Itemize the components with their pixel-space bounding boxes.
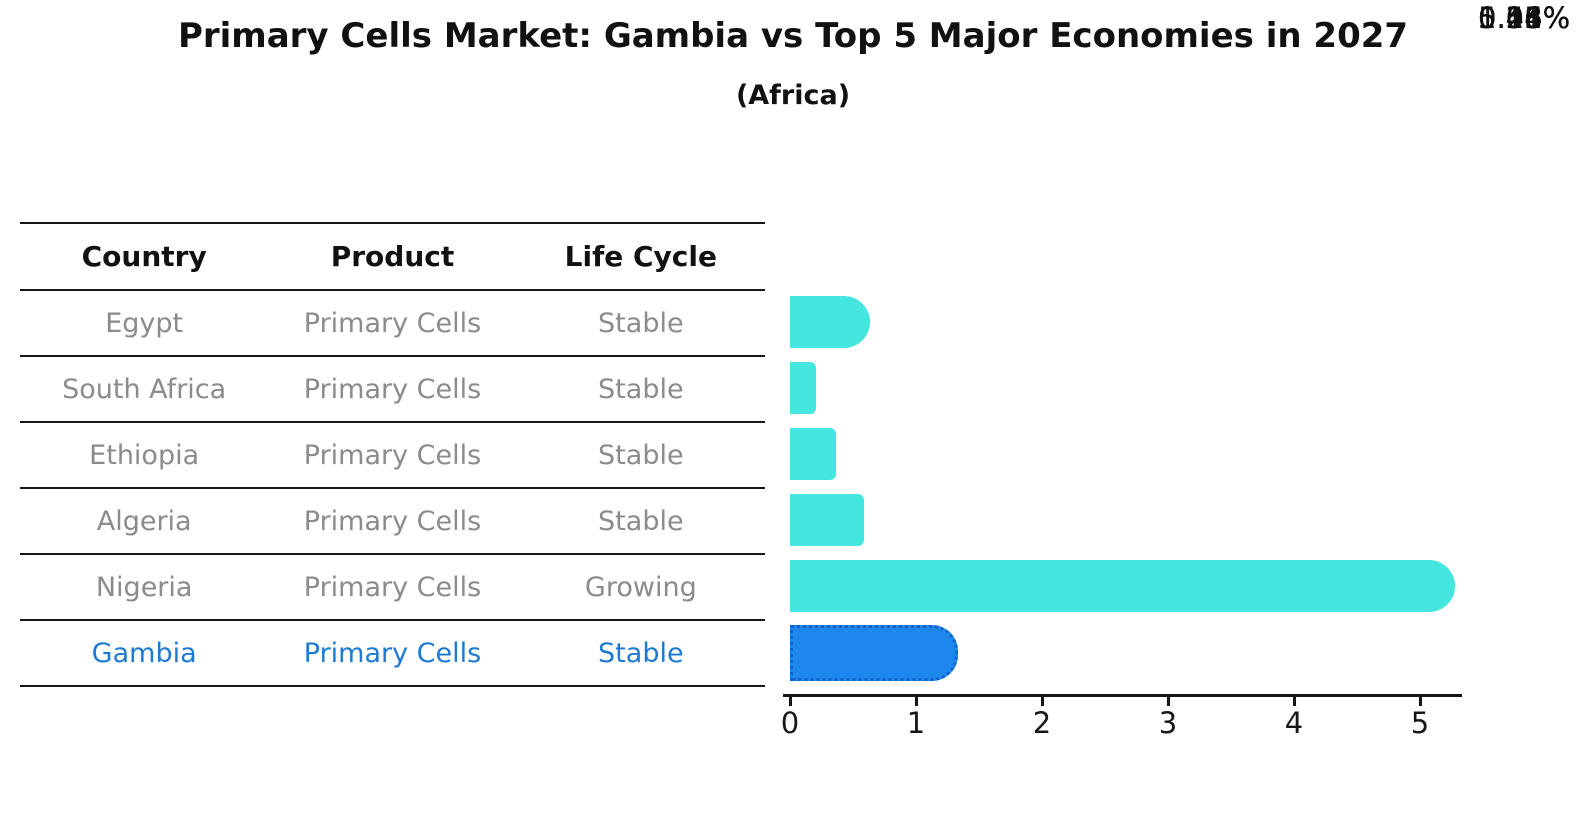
country-cell: Ethiopia (89, 439, 200, 471)
country-cell: Egypt (105, 307, 184, 339)
life-cycle-cell: Stable (598, 307, 684, 339)
table-row-highlighted: Gambia Primary Cells Stable (20, 619, 765, 687)
x-axis-tick-label: 4 (1284, 706, 1304, 740)
country-cell: Gambia (91, 637, 197, 669)
x-axis-tick-label: 1 (906, 706, 926, 740)
x-axis-tick (1167, 697, 1170, 706)
column-header-country: Country (81, 240, 207, 273)
bar-nigeria (790, 560, 1455, 612)
life-cycle-cell: Stable (598, 439, 684, 471)
x-axis-tick-label: 5 (1410, 706, 1430, 740)
bar-south-africa (790, 362, 817, 414)
life-cycle-cell: Stable (598, 373, 684, 405)
bar-gambia-highlighted (790, 625, 959, 681)
x-axis-tick (789, 697, 792, 706)
table-row: Algeria Primary Cells Stable (20, 487, 765, 553)
country-cell: Algeria (96, 505, 192, 537)
x-axis-tick-label: 3 (1158, 706, 1178, 740)
x-axis-tick (915, 697, 918, 706)
product-cell: Primary Cells (303, 571, 482, 603)
chart-title: Primary Cells Market: Gambia vs Top 5 Ma… (177, 16, 1409, 56)
x-axis-line (783, 694, 1462, 697)
x-axis-tick-label: 2 (1032, 706, 1052, 740)
product-cell: Primary Cells (303, 439, 482, 471)
product-cell: Primary Cells (303, 505, 482, 537)
product-cell: Primary Cells (303, 373, 482, 405)
table-header-row: Country Product Life Cycle (20, 222, 765, 289)
life-cycle-cell: Stable (598, 637, 684, 669)
bar-ethiopia (790, 428, 837, 480)
x-axis-tick (1293, 697, 1296, 706)
chart-subtitle: (Africa) (735, 80, 851, 111)
table-row: South Africa Primary Cells Stable (20, 355, 765, 421)
product-cell: Primary Cells (303, 307, 482, 339)
x-axis-tick (1041, 697, 1044, 706)
table-row: Ethiopia Primary Cells Stable (20, 421, 765, 487)
product-cell: Primary Cells (303, 637, 482, 669)
country-table: Country Product Life Cycle Egypt Primary… (20, 222, 765, 687)
life-cycle-cell: Growing (584, 571, 697, 603)
bar-egypt (790, 296, 871, 348)
x-axis-tick (1419, 697, 1422, 706)
country-cell: Nigeria (95, 571, 193, 603)
life-cycle-cell: Stable (598, 505, 684, 537)
column-header-product: Product (330, 240, 455, 273)
country-cell: South Africa (62, 373, 227, 405)
column-header-life-cycle: Life Cycle (564, 240, 717, 273)
table-row: Egypt Primary Cells Stable (20, 289, 765, 355)
table-row: Nigeria Primary Cells Growing (20, 553, 765, 619)
x-axis-tick-label: 0 (780, 706, 800, 740)
bar-algeria (790, 494, 864, 546)
